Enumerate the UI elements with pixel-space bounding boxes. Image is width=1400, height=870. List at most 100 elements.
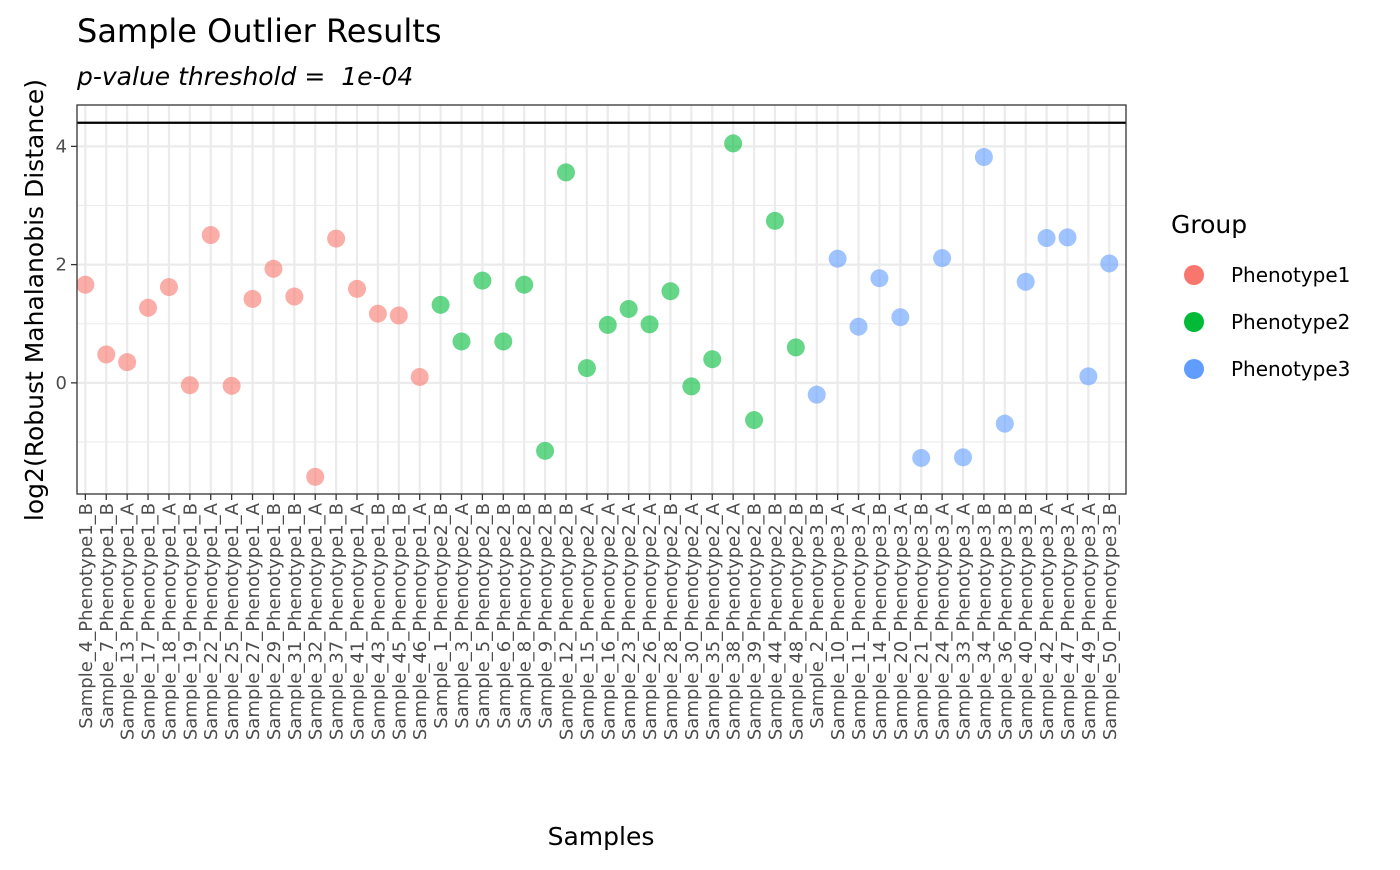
chart-title: Sample Outlier Results xyxy=(77,12,442,50)
x-tick-label: Sample_7_Phenotype1_B xyxy=(97,503,118,729)
x-tick-label: Sample_10_Phenotype3_A xyxy=(828,502,849,740)
data-point xyxy=(786,338,805,357)
data-point xyxy=(139,298,158,317)
x-tick-label: Sample_40_Phenotype3_B xyxy=(1016,503,1037,740)
x-axis-label: Samples xyxy=(548,822,655,851)
data-point xyxy=(1016,272,1035,291)
x-tick-label: Sample_27_Phenotype1_A xyxy=(243,502,264,740)
chart-subtitle: p-value threshold = 1e-04 xyxy=(76,62,413,91)
legend-entries: Phenotype1 Phenotype2 Phenotype3 xyxy=(1184,263,1350,381)
data-point xyxy=(703,350,722,369)
x-tick-label: Sample_28_Phenotype2_B xyxy=(661,503,682,740)
x-tick-label: Sample_2_Phenotype3_B xyxy=(807,503,828,729)
x-tick-label: Sample_25_Phenotype1_A xyxy=(222,502,243,740)
y-tick-label: 2 xyxy=(56,255,67,276)
legend-key-phenotype1 xyxy=(1184,265,1204,285)
data-point xyxy=(97,345,116,364)
x-tick-label: Sample_34_Phenotype3_B xyxy=(974,503,995,740)
y-axis-label: log2(Robust Mahalanobis Distance) xyxy=(20,79,49,521)
x-tick-label: Sample_17_Phenotype1_B xyxy=(139,503,160,740)
x-tick-label: Sample_21_Phenotype3_B xyxy=(912,503,933,740)
legend-label-phenotype3: Phenotype3 xyxy=(1231,357,1350,381)
x-tick-label: Sample_26_Phenotype2_A xyxy=(640,502,661,740)
data-point xyxy=(494,332,513,351)
data-point xyxy=(180,376,199,395)
data-point xyxy=(577,359,596,378)
x-tick-label: Sample_16_Phenotype2_A xyxy=(598,502,619,740)
data-point xyxy=(619,299,638,318)
legend-label-phenotype2: Phenotype2 xyxy=(1231,310,1350,334)
x-tick-label: Sample_39_Phenotype2_B xyxy=(745,503,766,740)
x-tick-label: Sample_4_Phenotype1_B xyxy=(76,503,97,729)
data-point xyxy=(933,249,952,268)
x-tick-label: Sample_12_Phenotype2_B xyxy=(556,503,577,740)
x-tick-label: Sample_6_Phenotype2_B xyxy=(494,503,515,729)
x-tick-label: Sample_33_Phenotype3_A xyxy=(954,502,975,740)
x-tick-label: Sample_22_Phenotype1_A xyxy=(201,502,222,740)
x-tick-label: Sample_41_Phenotype1_A xyxy=(348,502,369,740)
data-point xyxy=(536,441,555,460)
y-tick-label: 0 xyxy=(56,373,67,394)
x-tick-label: Sample_23_Phenotype2_A xyxy=(619,502,640,740)
x-tick-label: Sample_29_Phenotype1_B xyxy=(264,503,285,740)
x-tick-label: Sample_1_Phenotype2_B xyxy=(431,503,452,729)
data-point xyxy=(368,304,387,323)
data-point xyxy=(118,353,137,372)
data-point xyxy=(264,259,283,278)
data-point xyxy=(974,148,993,167)
data-point xyxy=(640,315,659,334)
data-point xyxy=(995,414,1014,433)
x-tick-label: Sample_46_Phenotype1_A xyxy=(410,502,431,740)
data-point xyxy=(473,271,492,290)
data-point xyxy=(745,411,764,430)
x-tick-label: Sample_5_Phenotype2_B xyxy=(473,503,494,729)
points-layer xyxy=(76,134,1119,486)
data-point xyxy=(431,295,450,314)
data-point xyxy=(389,306,408,325)
legend-key-phenotype3 xyxy=(1184,359,1204,379)
x-tick-label: Sample_48_Phenotype2_B xyxy=(786,503,807,740)
x-tick-label: Sample_24_Phenotype3_A xyxy=(933,502,954,740)
data-point xyxy=(870,269,889,288)
x-tick-label: Sample_50_Phenotype3_B xyxy=(1100,503,1121,740)
data-point xyxy=(807,385,826,404)
data-point xyxy=(348,279,367,298)
data-point xyxy=(285,287,304,306)
legend-key-phenotype2 xyxy=(1184,312,1204,332)
data-point xyxy=(954,448,973,467)
grid-layer xyxy=(77,105,1126,494)
data-point xyxy=(849,317,868,336)
x-tick-label: Sample_31_Phenotype1_B xyxy=(285,503,306,740)
data-point xyxy=(912,448,931,467)
x-tick-label: Sample_19_Phenotype1_B xyxy=(180,503,201,740)
data-point xyxy=(327,229,346,248)
x-tick-label: Sample_43_Phenotype1_B xyxy=(368,503,389,740)
data-point xyxy=(515,275,534,294)
data-point xyxy=(76,275,95,294)
x-tick-label: Sample_37_Phenotype1_B xyxy=(327,503,348,740)
data-point xyxy=(222,376,241,395)
x-tick-label: Sample_9_Phenotype2_B xyxy=(536,503,557,729)
x-tick-label: Sample_49_Phenotype3_A xyxy=(1079,502,1100,740)
data-point xyxy=(201,226,220,245)
panel-border xyxy=(76,104,1127,495)
y-axis-ticks: 0 2 4 xyxy=(56,136,77,394)
x-tick-label: Sample_44_Phenotype2_B xyxy=(765,503,786,740)
data-point xyxy=(410,367,429,386)
x-tick-label: Sample_45_Phenotype1_B xyxy=(389,503,410,740)
x-tick-label: Sample_20_Phenotype3_A xyxy=(891,502,912,740)
x-tick-label: Sample_14_Phenotype3_B xyxy=(870,503,891,740)
x-tick-label: Sample_15_Phenotype2_A xyxy=(577,502,598,740)
data-point xyxy=(452,332,471,351)
legend-label-phenotype1: Phenotype1 xyxy=(1231,263,1350,287)
data-point xyxy=(724,134,743,153)
x-tick-label: Sample_30_Phenotype2_A xyxy=(682,502,703,740)
x-tick-label: Sample_11_Phenotype3_A xyxy=(849,502,870,740)
data-point xyxy=(891,308,910,327)
data-point xyxy=(1058,228,1077,247)
legend-title: Group xyxy=(1171,210,1247,239)
legend: Group Phenotype1 Phenotype2 Phenotype3 xyxy=(1171,210,1350,381)
x-tick-label: Sample_13_Phenotype1_A xyxy=(118,502,139,740)
